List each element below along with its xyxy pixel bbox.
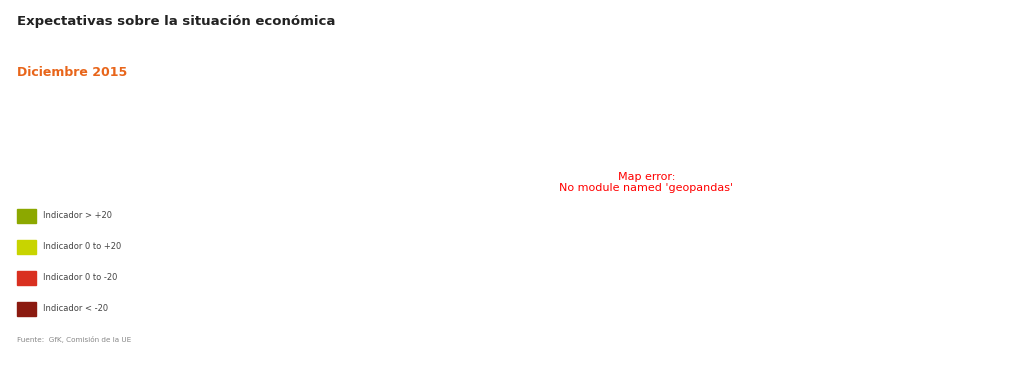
Text: Indicador 0 to -20: Indicador 0 to -20	[43, 273, 118, 282]
Text: Diciembre 2015: Diciembre 2015	[17, 66, 128, 79]
Bar	[17, 240, 36, 254]
Text: Indicador < -20: Indicador < -20	[43, 304, 108, 313]
Bar	[17, 271, 36, 285]
Text: Indicador > +20: Indicador > +20	[43, 211, 112, 220]
Text: Expectativas sobre la situación económica: Expectativas sobre la situación económic…	[17, 15, 335, 28]
Bar	[17, 302, 36, 316]
Text: Fuente:  GfK, Comisión de la UE: Fuente: GfK, Comisión de la UE	[17, 336, 132, 343]
Text: GfK: GfK	[956, 27, 990, 46]
Text: Indicador 0 to +20: Indicador 0 to +20	[43, 242, 122, 251]
Text: Map error:
No module named 'geopandas': Map error: No module named 'geopandas'	[559, 172, 734, 193]
Bar	[17, 209, 36, 223]
